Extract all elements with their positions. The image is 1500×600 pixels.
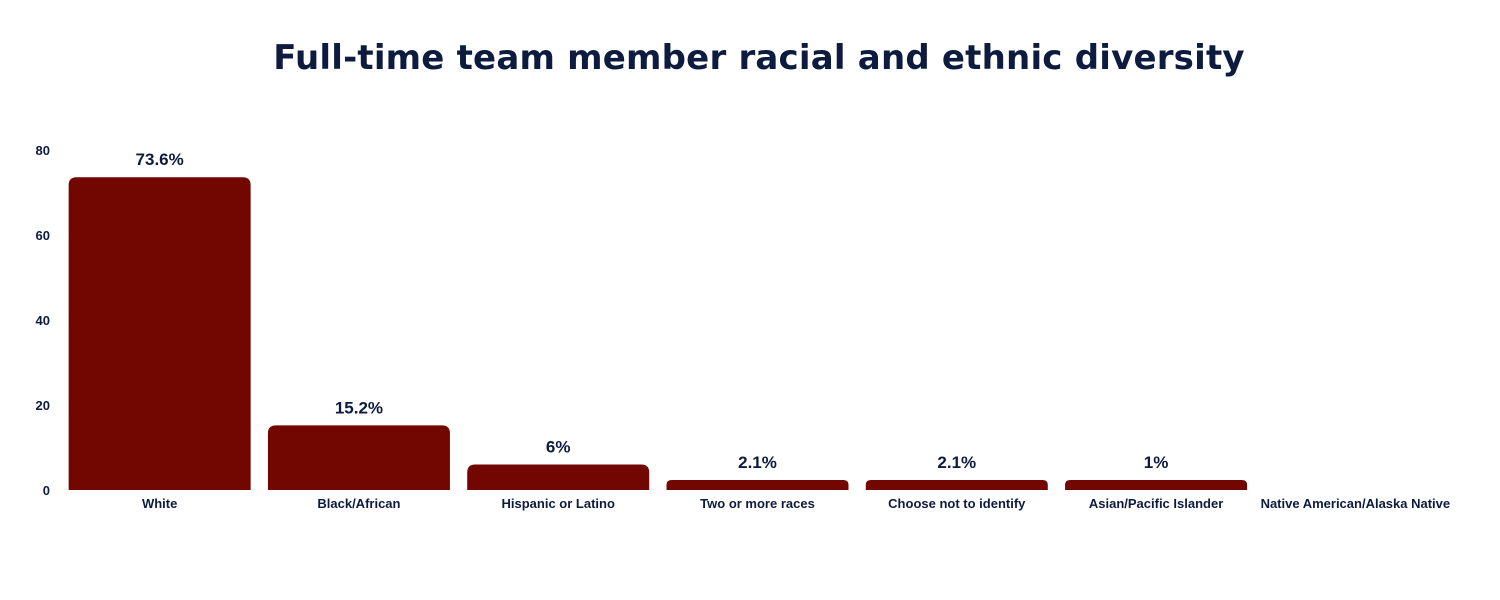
- x-category-label: White: [142, 496, 177, 511]
- x-category-label: Black/African: [317, 496, 400, 511]
- bar-value-label: 1%: [1144, 453, 1169, 472]
- y-tick-label: 60: [36, 228, 50, 243]
- x-category-label: Hispanic or Latino: [502, 496, 615, 511]
- x-category-label: Asian/Pacific Islander: [1089, 496, 1223, 511]
- bar: [1065, 480, 1248, 490]
- y-tick-label: 80: [36, 143, 50, 158]
- data-labels: 73.6% 15.2% 6% 2.1% 2.1% 1%: [136, 150, 1169, 472]
- bar-value-label: 2.1%: [738, 453, 777, 472]
- bar-value-label: 2.1%: [937, 453, 976, 472]
- bar-value-label: 6%: [546, 438, 571, 457]
- bar: [68, 177, 251, 490]
- bar: [267, 425, 450, 490]
- bar-value-label: 15.2%: [335, 398, 383, 417]
- y-tick-label: 20: [36, 398, 50, 413]
- y-axis: 0 20 40 60 80: [36, 143, 50, 498]
- y-tick-label: 0: [43, 483, 50, 498]
- x-category-label: Native American/Alaska Native: [1261, 496, 1451, 511]
- chart-title: Full-time team member racial and ethnic …: [273, 38, 1245, 78]
- y-tick-label: 40: [36, 313, 50, 328]
- bar: [467, 464, 650, 490]
- bar: [666, 480, 849, 490]
- bar: [865, 480, 1048, 490]
- x-category-label: Choose not to identify: [888, 496, 1026, 511]
- bar-value-label: 73.6%: [136, 150, 184, 169]
- x-category-label: Two or more races: [700, 496, 815, 511]
- x-axis: White Black/African Hispanic or Latino Two …: [142, 496, 1450, 511]
- bars: [68, 177, 1248, 490]
